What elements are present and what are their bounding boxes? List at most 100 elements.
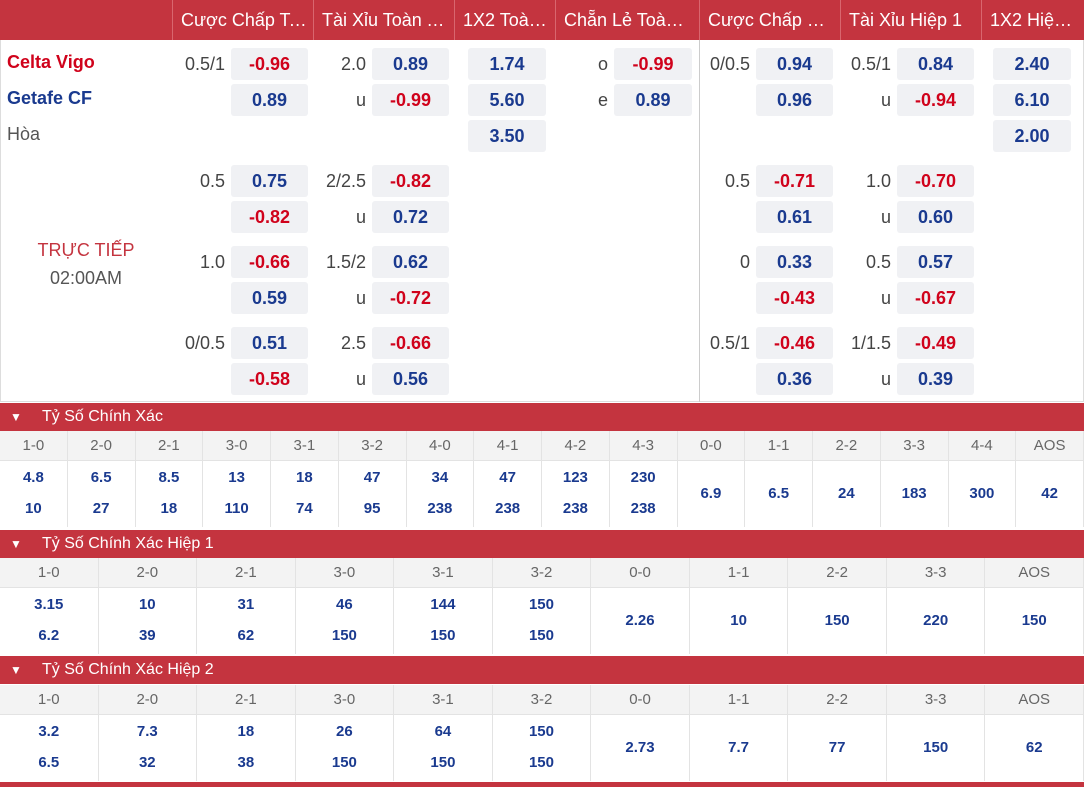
score-odd[interactable]: 123 [562,469,588,486]
score-odd[interactable]: 150 [528,596,554,613]
odd-cell[interactable]: -0.82 [231,201,308,233]
score-odd[interactable]: 7.3 [136,723,158,740]
odd-cell[interactable]: -0.96 [231,48,308,80]
score-odd[interactable]: 18 [237,723,255,740]
score-odd[interactable]: 230 [630,469,656,486]
score-odd[interactable]: 6.2 [38,627,60,644]
odd-cell[interactable]: 0.72 [372,201,449,233]
score-odd[interactable]: 150 [430,754,456,771]
odd-cell[interactable]: -0.49 [897,327,974,359]
section-correct-score-h1[interactable]: ▼ Tỷ Số Chính Xác Hiệp 1 [0,530,1084,558]
score-odd[interactable]: 150 [824,612,850,629]
score-odd[interactable]: 4.8 [22,469,44,486]
odd-cell[interactable]: -0.43 [756,282,833,314]
score-odd[interactable]: 31 [237,596,255,613]
score-odd[interactable]: 150 [1021,612,1047,629]
score-odd[interactable]: 6.5 [90,469,112,486]
score-odd[interactable]: 32 [138,754,156,771]
header-ou-h1[interactable]: Tài Xỉu Hiệp 1 [840,0,981,40]
odd-cell[interactable]: 0.84 [897,48,974,80]
odd-cell[interactable]: -0.46 [756,327,833,359]
score-odd[interactable]: 6.5 [768,485,790,502]
odd-cell[interactable]: 0.59 [231,282,308,314]
score-odd[interactable]: 238 [562,500,588,517]
odd-cell[interactable]: 0.96 [756,84,833,116]
score-odd[interactable]: 150 [923,739,949,756]
team-home[interactable]: Celta Vigo [7,52,95,72]
header-oe-full[interactable]: Chẵn Lẻ Toàn Trận [555,0,699,40]
score-odd[interactable]: 74 [296,500,313,517]
odd-cell[interactable]: 5.60 [468,84,546,116]
score-odd[interactable]: 7.7 [728,739,749,756]
odd-cell[interactable]: -0.67 [897,282,974,314]
score-odd[interactable]: 300 [969,485,995,502]
score-odd[interactable]: 38 [237,754,255,771]
odd-cell[interactable]: -0.58 [231,363,308,395]
odd-cell[interactable]: -0.66 [231,246,308,278]
score-odd[interactable]: 8.5 [158,469,180,486]
score-odd[interactable]: 238 [495,500,521,517]
team-away[interactable]: Getafe CF [7,88,93,108]
score-odd[interactable]: 47 [363,469,381,486]
odd-cell[interactable]: -0.72 [372,282,449,314]
odd-cell[interactable]: 2.00 [993,120,1071,152]
score-odd[interactable]: 95 [363,500,381,517]
score-odd[interactable]: 238 [427,500,453,517]
score-odd[interactable]: 47 [499,469,516,486]
header-ou-full[interactable]: Tài Xỉu Toàn Trận [313,0,454,40]
score-odd[interactable]: 3.15 [34,596,64,613]
odd-cell[interactable]: 0.56 [372,363,449,395]
odd-cell[interactable]: 0.89 [231,84,308,116]
score-odd[interactable]: 3.2 [38,723,60,740]
odd-cell[interactable]: 2.40 [993,48,1071,80]
header-hdp-h1[interactable]: Cược Chấp Hiệp 1 [699,0,840,40]
odd-cell[interactable]: 0.94 [756,48,833,80]
score-odd[interactable]: 39 [138,627,156,644]
score-odd[interactable]: 42 [1041,485,1058,502]
odd-cell[interactable]: 0.51 [231,327,308,359]
section-correct-score-h2[interactable]: ▼ Tỷ Số Chính Xác Hiệp 2 [0,656,1084,684]
odd-cell[interactable]: -0.94 [897,84,974,116]
score-odd[interactable]: 150 [331,627,357,644]
score-odd[interactable]: 110 [224,500,249,517]
header-1x2-full[interactable]: 1X2 Toàn Trận [454,0,555,40]
score-odd[interactable]: 150 [331,754,357,771]
score-odd[interactable]: 46 [336,596,353,613]
score-odd[interactable]: 26 [336,723,353,740]
chevron-down-icon[interactable]: ▼ [10,663,22,677]
odd-cell[interactable]: 0.89 [372,48,449,80]
score-odd[interactable]: 10 [25,500,42,517]
score-odd[interactable]: 10 [730,612,747,629]
score-odd[interactable]: 150 [528,723,554,740]
odd-cell[interactable]: 6.10 [993,84,1071,116]
score-odd[interactable]: 34 [431,469,449,486]
odd-cell[interactable]: -0.99 [372,84,449,116]
odd-cell[interactable]: 0.33 [756,246,833,278]
odd-cell[interactable]: 0.57 [897,246,974,278]
odd-cell[interactable]: 0.62 [372,246,449,278]
section-correct-score[interactable]: ▼ Tỷ Số Chính Xác [0,403,1084,431]
score-odd[interactable]: 2.26 [625,612,655,629]
header-1x2-h1[interactable]: 1X2 Hiệp 1 [981,0,1084,40]
score-odd[interactable]: 24 [838,485,855,502]
odd-cell[interactable]: -0.66 [372,327,449,359]
score-odd[interactable]: 6.9 [700,485,722,502]
odd-cell[interactable]: -0.82 [372,165,449,197]
score-odd[interactable]: 220 [923,612,949,629]
score-odd[interactable]: 27 [92,500,110,517]
odd-cell[interactable]: 0.36 [756,363,833,395]
score-odd[interactable]: 64 [434,723,452,740]
odd-cell[interactable]: 1.74 [468,48,546,80]
chevron-down-icon[interactable]: ▼ [10,537,22,551]
score-odd[interactable]: 13 [228,469,245,486]
odd-cell[interactable]: -0.71 [756,165,833,197]
odd-cell[interactable]: -0.99 [614,48,692,80]
score-odd[interactable]: 150 [528,754,554,771]
score-odd[interactable]: 6.5 [38,754,60,771]
score-odd[interactable]: 183 [901,485,927,502]
score-odd[interactable]: 2.73 [625,739,655,756]
score-odd[interactable]: 150 [430,627,456,644]
odd-cell[interactable]: 0.61 [756,201,833,233]
odd-cell[interactable]: 0.75 [231,165,308,197]
odd-cell[interactable]: -0.70 [897,165,974,197]
